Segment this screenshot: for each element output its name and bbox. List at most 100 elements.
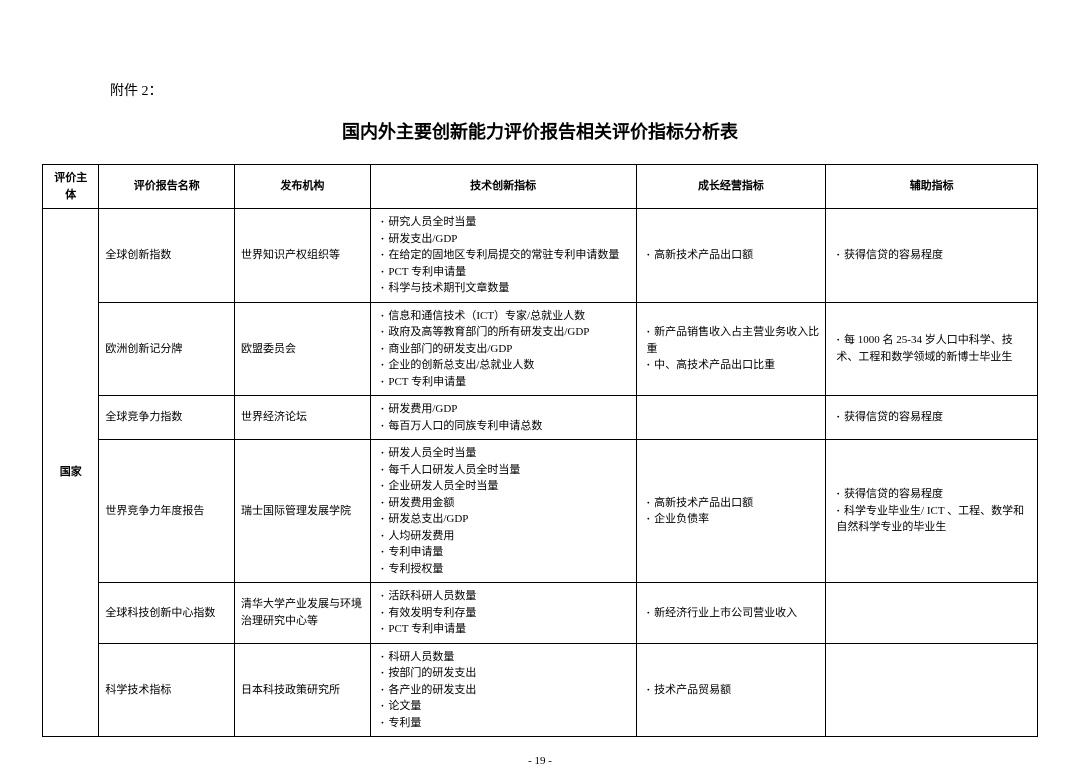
list-item: 研究人员全时当量 xyxy=(381,214,630,231)
list-item: 获得信贷的容易程度 xyxy=(836,409,1031,426)
list-item: 信息和通信技术（ICT）专家/总就业人数 xyxy=(381,308,630,325)
growth-cell: 新产品销售收入占主营业务收入比重中、高技术产品出口比重 xyxy=(636,302,826,396)
tech-cell: 信息和通信技术（ICT）专家/总就业人数政府及高等教育部门的所有研发支出/GDP… xyxy=(370,302,636,396)
bullet-list: 获得信贷的容易程度科学专业毕业生/ ICT 、工程、数学和自然科学专业的毕业生 xyxy=(832,486,1031,536)
indicator-table: 评价主体 评价报告名称 发布机构 技术创新指标 成长经营指标 辅助指标 国家全球… xyxy=(42,164,1038,737)
list-item: 获得信贷的容易程度 xyxy=(836,247,1031,264)
report-cell: 欧洲创新记分牌 xyxy=(99,302,235,396)
list-item: 商业部门的研发支出/GDP xyxy=(381,341,630,358)
list-item: 新产品销售收入占主营业务收入比重 xyxy=(647,324,820,357)
tech-cell: 研究人员全时当量研发支出/GDP在给定的固地区专利局提交的常驻专利申请数量PCT… xyxy=(370,209,636,303)
list-item: 专利量 xyxy=(381,715,630,732)
table-row: 国家全球创新指数世界知识产权组织等研究人员全时当量研发支出/GDP在给定的固地区… xyxy=(43,209,1038,303)
list-item: 企业的创新总支出/总就业人数 xyxy=(381,357,630,374)
list-item: 专利授权量 xyxy=(381,561,630,578)
growth-cell: 新经济行业上市公司营业收入 xyxy=(636,583,826,644)
list-item: 有效发明专利存量 xyxy=(381,605,630,622)
header-aux: 辅助指标 xyxy=(826,165,1038,209)
bullet-list: 新经济行业上市公司营业收入 xyxy=(643,605,820,622)
list-item: 科学与技术期刊文章数量 xyxy=(381,280,630,297)
list-item: 高新技术产品出口额 xyxy=(647,495,820,512)
bullet-list: 活跃科研人员数量有效发明专利存量PCT 专利申请量 xyxy=(377,588,630,638)
bullet-list: 高新技术产品出口额企业负债率 xyxy=(643,495,820,528)
report-cell: 科学技术指标 xyxy=(99,643,235,737)
tech-cell: 活跃科研人员数量有效发明专利存量PCT 专利申请量 xyxy=(370,583,636,644)
list-item: 每千人口研发人员全时当量 xyxy=(381,462,630,479)
bullet-list: 信息和通信技术（ICT）专家/总就业人数政府及高等教育部门的所有研发支出/GDP… xyxy=(377,308,630,391)
header-growth: 成长经营指标 xyxy=(636,165,826,209)
table-row: 全球科技创新中心指数清华大学产业发展与环境治理研究中心等活跃科研人员数量有效发明… xyxy=(43,583,1038,644)
org-cell: 日本科技政策研究所 xyxy=(235,643,371,737)
list-item: PCT 专利申请量 xyxy=(381,621,630,638)
aux-cell: 每 1000 名 25-34 岁人口中科学、技术、工程和数学领域的新博士毕业生 xyxy=(826,302,1038,396)
report-cell: 世界竞争力年度报告 xyxy=(99,440,235,583)
list-item: 科学专业毕业生/ ICT 、工程、数学和自然科学专业的毕业生 xyxy=(836,503,1031,536)
header-org: 发布机构 xyxy=(235,165,371,209)
tech-cell: 研发人员全时当量每千人口研发人员全时当量企业研发人员全时当量研发费用金额研发总支… xyxy=(370,440,636,583)
tech-cell: 科研人员数量按部门的研发支出各产业的研发支出论文量专利量 xyxy=(370,643,636,737)
table-row: 科学技术指标日本科技政策研究所科研人员数量按部门的研发支出各产业的研发支出论文量… xyxy=(43,643,1038,737)
bullet-list: 科研人员数量按部门的研发支出各产业的研发支出论文量专利量 xyxy=(377,649,630,732)
list-item: 人均研发费用 xyxy=(381,528,630,545)
list-item: 研发费用/GDP xyxy=(381,401,630,418)
list-item: 论文量 xyxy=(381,698,630,715)
subject-cell: 国家 xyxy=(43,209,99,737)
list-item: 研发支出/GDP xyxy=(381,231,630,248)
page-number: - 19 - xyxy=(42,755,1038,767)
table-row: 全球竞争力指数世界经济论坛研发费用/GDP每百万人口的同族专利申请总数 获得信贷的… xyxy=(43,396,1038,440)
list-item: 新经济行业上市公司营业收入 xyxy=(647,605,820,622)
list-item: 研发人员全时当量 xyxy=(381,445,630,462)
aux-cell xyxy=(826,643,1038,737)
growth-cell: 高新技术产品出口额 xyxy=(636,209,826,303)
list-item: 按部门的研发支出 xyxy=(381,665,630,682)
list-item: 政府及高等教育部门的所有研发支出/GDP xyxy=(381,324,630,341)
growth-cell: 技术产品贸易额 xyxy=(636,643,826,737)
list-item: 高新技术产品出口额 xyxy=(647,247,820,264)
aux-cell: 获得信贷的容易程度科学专业毕业生/ ICT 、工程、数学和自然科学专业的毕业生 xyxy=(826,440,1038,583)
tech-cell: 研发费用/GDP每百万人口的同族专利申请总数 xyxy=(370,396,636,440)
table-row: 世界竞争力年度报告瑞士国际管理发展学院研发人员全时当量每千人口研发人员全时当量企… xyxy=(43,440,1038,583)
list-item: 技术产品贸易额 xyxy=(647,682,820,699)
bullet-list: 研究人员全时当量研发支出/GDP在给定的固地区专利局提交的常驻专利申请数量PCT… xyxy=(377,214,630,297)
list-item: PCT 专利申请量 xyxy=(381,264,630,281)
org-cell: 世界经济论坛 xyxy=(235,396,371,440)
list-item: 中、高技术产品出口比重 xyxy=(647,357,820,374)
header-tech: 技术创新指标 xyxy=(370,165,636,209)
bullet-list: 研发人员全时当量每千人口研发人员全时当量企业研发人员全时当量研发费用金额研发总支… xyxy=(377,445,630,577)
list-item: 各产业的研发支出 xyxy=(381,682,630,699)
list-item: 企业研发人员全时当量 xyxy=(381,478,630,495)
header-subject: 评价主体 xyxy=(43,165,99,209)
table-row: 欧洲创新记分牌欧盟委员会信息和通信技术（ICT）专家/总就业人数政府及高等教育部… xyxy=(43,302,1038,396)
report-cell: 全球竞争力指数 xyxy=(99,396,235,440)
bullet-list: 获得信贷的容易程度 xyxy=(832,409,1031,426)
org-cell: 世界知识产权组织等 xyxy=(235,209,371,303)
list-item: 每百万人口的同族专利申请总数 xyxy=(381,418,630,435)
bullet-list: 每 1000 名 25-34 岁人口中科学、技术、工程和数学领域的新博士毕业生 xyxy=(832,332,1031,365)
table-header-row: 评价主体 评价报告名称 发布机构 技术创新指标 成长经营指标 辅助指标 xyxy=(43,165,1038,209)
bullet-list: 高新技术产品出口额 xyxy=(643,247,820,264)
bullet-list: 研发费用/GDP每百万人口的同族专利申请总数 xyxy=(377,401,630,434)
list-item: 在给定的固地区专利局提交的常驻专利申请数量 xyxy=(381,247,630,264)
report-cell: 全球科技创新中心指数 xyxy=(99,583,235,644)
growth-cell xyxy=(636,396,826,440)
list-item: 研发总支出/GDP xyxy=(381,511,630,528)
bullet-list: 新产品销售收入占主营业务收入比重中、高技术产品出口比重 xyxy=(643,324,820,374)
org-cell: 清华大学产业发展与环境治理研究中心等 xyxy=(235,583,371,644)
list-item: 研发费用金额 xyxy=(381,495,630,512)
list-item: 企业负债率 xyxy=(647,511,820,528)
growth-cell: 高新技术产品出口额企业负债率 xyxy=(636,440,826,583)
bullet-list: 获得信贷的容易程度 xyxy=(832,247,1031,264)
org-cell: 欧盟委员会 xyxy=(235,302,371,396)
list-item: PCT 专利申请量 xyxy=(381,374,630,391)
attachment-label: 附件 2： xyxy=(110,80,1038,100)
aux-cell: 获得信贷的容易程度 xyxy=(826,396,1038,440)
list-item: 每 1000 名 25-34 岁人口中科学、技术、工程和数学领域的新博士毕业生 xyxy=(836,332,1031,365)
report-cell: 全球创新指数 xyxy=(99,209,235,303)
list-item: 获得信贷的容易程度 xyxy=(836,486,1031,503)
page-title: 国内外主要创新能力评价报告相关评价指标分析表 xyxy=(42,118,1038,144)
list-item: 专利申请量 xyxy=(381,544,630,561)
aux-cell: 获得信贷的容易程度 xyxy=(826,209,1038,303)
list-item: 科研人员数量 xyxy=(381,649,630,666)
header-report: 评价报告名称 xyxy=(99,165,235,209)
bullet-list: 技术产品贸易额 xyxy=(643,682,820,699)
